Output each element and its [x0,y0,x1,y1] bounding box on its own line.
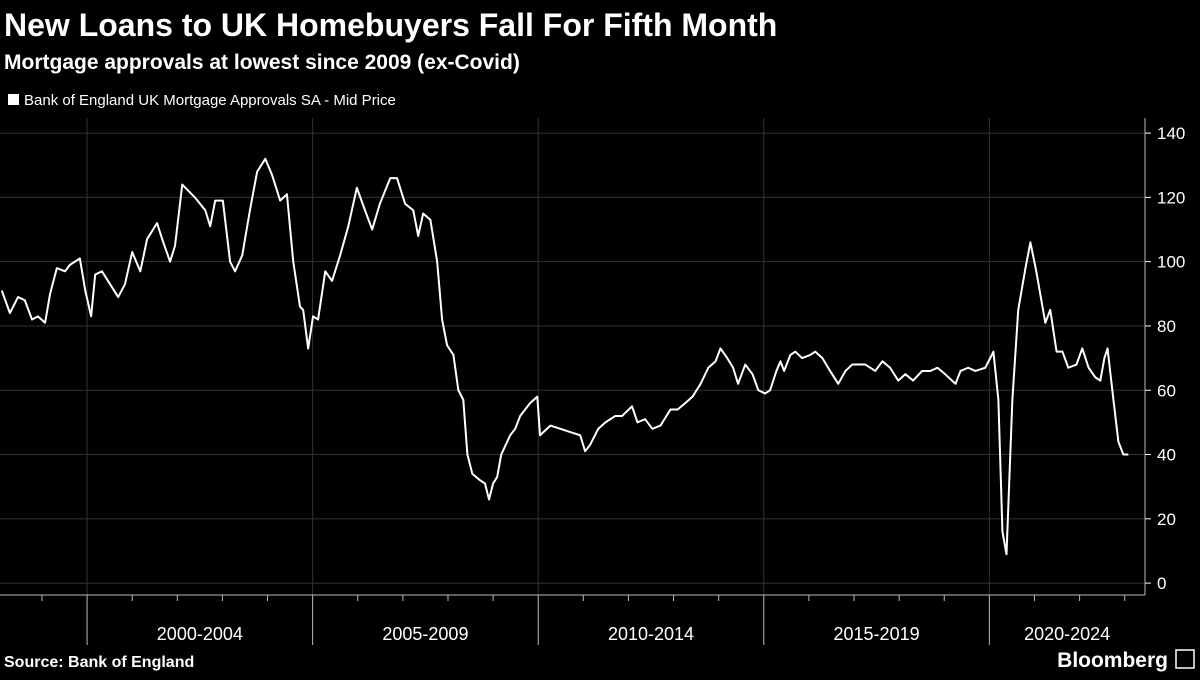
x-period-label: 2020-2024 [1024,624,1110,644]
y-tick-label: 80 [1157,317,1176,336]
brand-icon [1175,649,1195,669]
chart-subtitle: Mortgage approvals at lowest since 2009 … [4,51,520,74]
chart-title: New Loans to UK Homebuyers Fall For Fift… [4,7,777,43]
y-tick-label: 100 [1157,253,1185,272]
y-tick-label: 120 [1157,188,1185,207]
brand: Bloomberg [1057,649,1168,672]
y-tick-label: 140 [1157,124,1185,143]
source: Source: Bank of England [4,654,194,671]
x-period-label: 2010-2014 [608,624,694,644]
y-tick-label: 60 [1157,381,1176,400]
legend-swatch [8,94,19,105]
x-period-label: 2005-2009 [382,624,468,644]
x-period-label: 2000-2004 [157,624,243,644]
data-line [0,157,1129,556]
x-period-label: 2015-2019 [834,624,920,644]
y-tick-label: 40 [1157,446,1176,465]
y-tick-label: 0 [1157,574,1166,593]
y-tick-label: 20 [1157,510,1176,529]
legend-label: Bank of England UK Mortgage Approvals SA… [24,92,396,109]
